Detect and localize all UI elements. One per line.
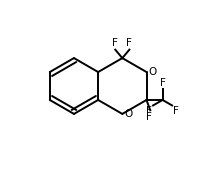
- Text: F: F: [160, 78, 166, 88]
- Text: O: O: [148, 67, 157, 77]
- Text: F: F: [112, 38, 118, 48]
- Text: F: F: [126, 38, 132, 48]
- Text: F: F: [146, 106, 152, 116]
- Text: O: O: [124, 109, 133, 119]
- Text: F: F: [173, 106, 179, 116]
- Text: F: F: [147, 112, 152, 122]
